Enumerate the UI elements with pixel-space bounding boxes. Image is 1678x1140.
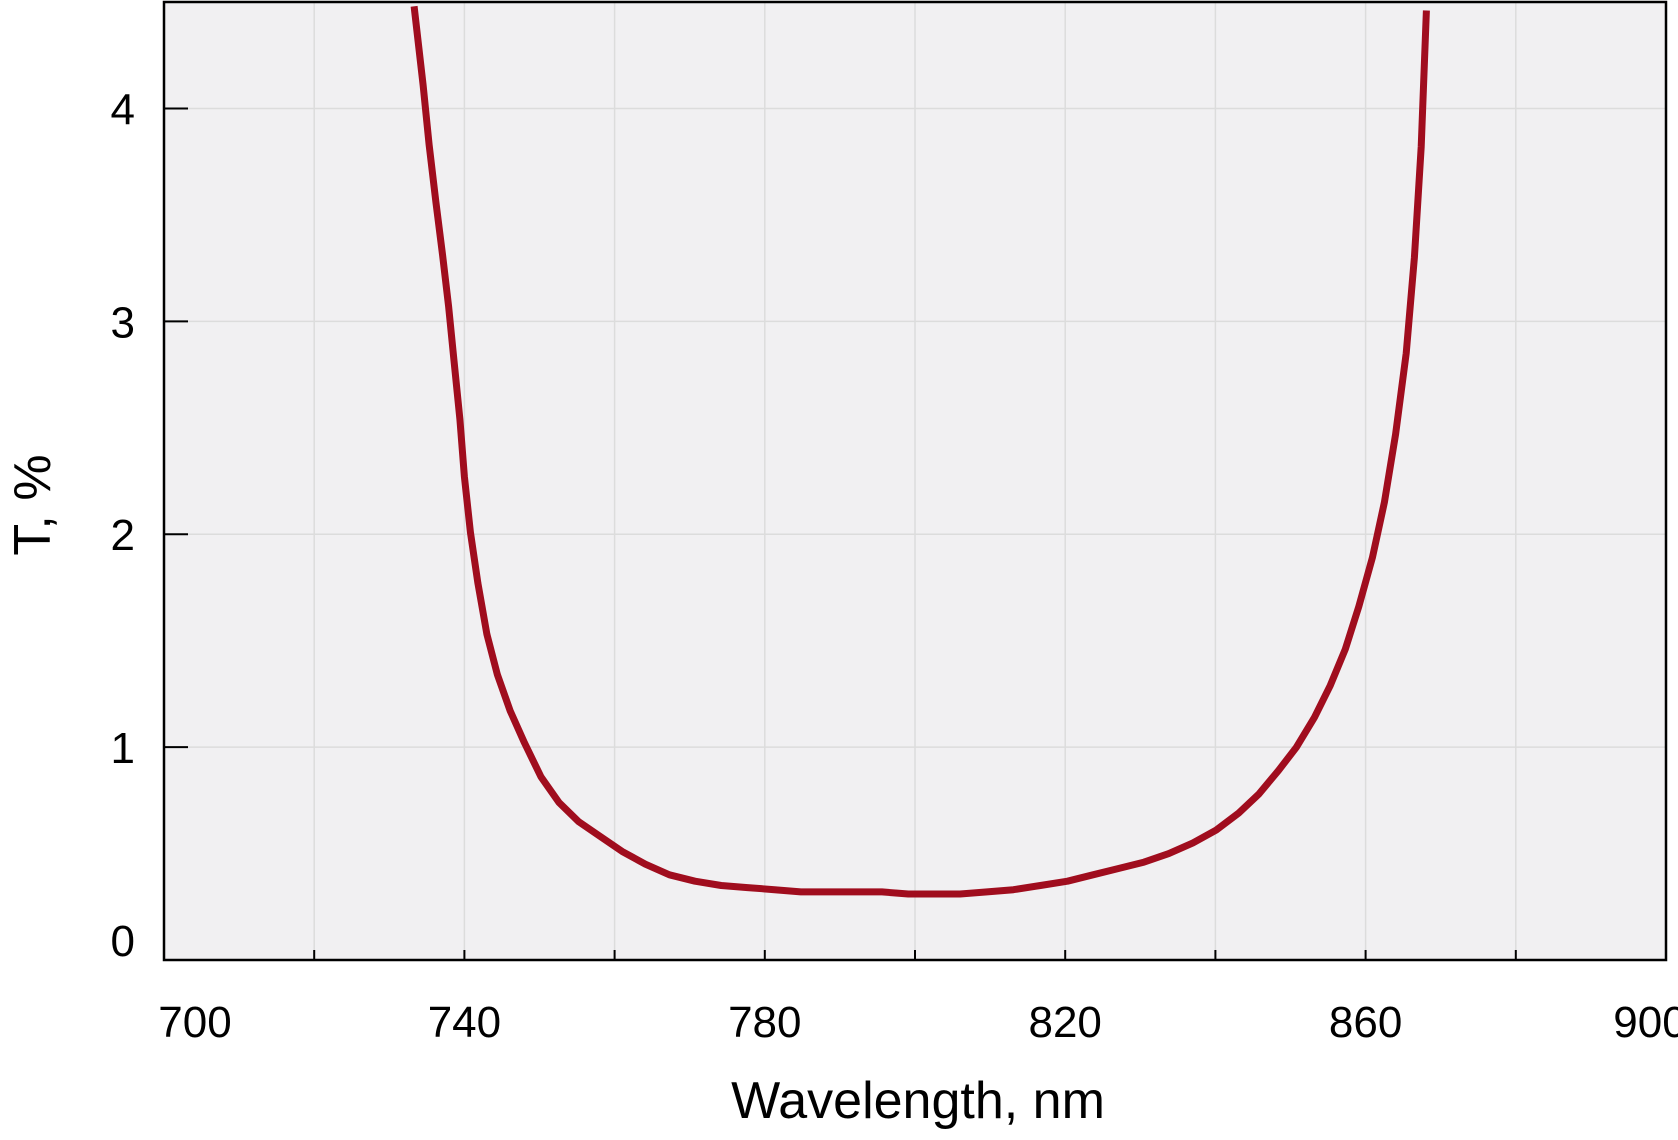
y-axis-title: T, % <box>4 454 62 555</box>
x-tick-label: 860 <box>1329 998 1402 1047</box>
y-tick-label: 1 <box>111 724 135 773</box>
x-tick-label: 740 <box>428 998 501 1047</box>
y-tick-label: 3 <box>111 298 135 347</box>
y-tick-label: 4 <box>111 85 135 134</box>
y-tick-label: 2 <box>111 511 135 560</box>
transmission-line <box>410 5 1430 898</box>
x-tick-label: 780 <box>728 998 801 1047</box>
series-layer <box>410 5 1430 898</box>
x-tick-label: 700 <box>158 998 231 1047</box>
y-tick-label: 0 <box>111 917 135 966</box>
x-axis-title: Wavelength, nm <box>731 1072 1105 1130</box>
tick-labels: 700 740 780 820 860 900 0 1 2 3 4 <box>111 85 1678 1047</box>
x-tick-label: 900 <box>1613 998 1678 1047</box>
tick-marks <box>163 107 1667 961</box>
x-tick-label: 820 <box>1028 998 1101 1047</box>
